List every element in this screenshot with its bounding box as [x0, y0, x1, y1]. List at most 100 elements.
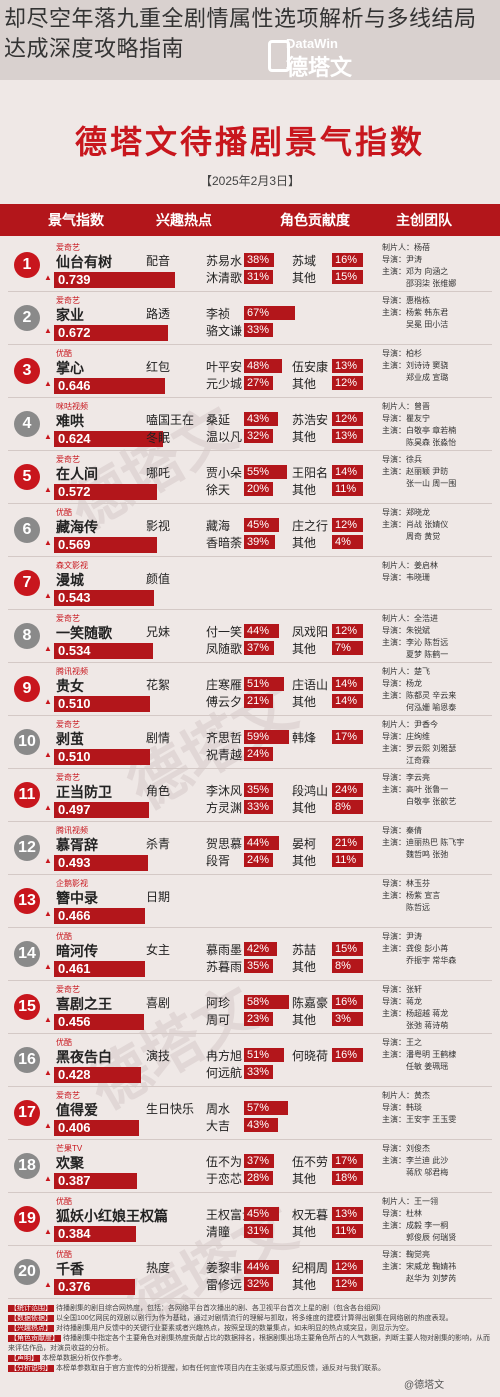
footer-key: 【兴趣热点】 — [8, 1325, 54, 1332]
hot-topic: 影视 — [146, 519, 171, 533]
score-bar — [54, 590, 154, 606]
header-team: 主创团队 — [396, 212, 452, 228]
role-name: 王权富贵 — [206, 1208, 255, 1222]
row-divider — [8, 397, 492, 398]
table-row: 18 ▲ 芒果TV 欢聚 0.387 伍不为 37% 于恋芯 28% 伍不劳 17% 其他 18% 导演：… — [0, 1141, 500, 1193]
role-share: 8% — [332, 959, 363, 973]
role-name: 王阳名 — [292, 466, 329, 480]
weibo-handle: @德塔文 — [404, 1380, 445, 1391]
role-share: 7% — [332, 641, 363, 655]
row-divider — [8, 874, 492, 875]
footer-line: 【兴趣热点】 对待播剧集用户反馈中的关键行业要素或者兴趣热点，按照呈现的数量集点… — [8, 1324, 492, 1334]
rank-badge: 2 — [14, 305, 40, 331]
role-name: 其他 — [292, 271, 317, 285]
role-share: 12% — [332, 376, 363, 390]
table-header: 景气指数 兴趣热点 角色贡献度 主创团队 — [0, 204, 500, 236]
team-line: 主演：宋威龙 鞠婧祎 — [382, 1262, 457, 1271]
team-line: 主演：李兰迪 此沙 — [382, 1156, 449, 1165]
show-name: 藏海传 — [56, 519, 98, 535]
role-share: 16% — [332, 253, 363, 267]
role-share: 43% — [244, 1118, 278, 1132]
role-name: 其他 — [292, 1225, 317, 1239]
team-line: 主演：李沁 陈哲远 — [382, 638, 449, 647]
table-row: 16 ▲ 优酷 黑夜告白 0.428 演技 冉方旭 51% 何远航 33% 何晓荷 16% 导演：王之主… — [0, 1035, 500, 1087]
rank-badge: 9 — [14, 676, 40, 702]
trend-icon: ▲ — [44, 591, 52, 600]
role-share: 20% — [244, 482, 273, 496]
score-value: 0.646 — [58, 378, 91, 393]
role-name: 付一笑 — [206, 625, 243, 639]
score-bar — [54, 643, 153, 659]
platform-label: 优酷 — [56, 1250, 72, 1259]
score-bar — [54, 431, 163, 447]
team-line: 邵羽柒 张维娜 — [382, 279, 457, 288]
rank-badge: 16 — [14, 1047, 40, 1073]
row-divider — [8, 609, 492, 610]
team-line: 张弛 蒋诗萌 — [382, 1021, 449, 1030]
role-name: 清瞳 — [206, 1225, 231, 1239]
role-name: 阿珍 — [206, 996, 231, 1010]
show-name: 狐妖小红娘王权篇 — [56, 1208, 168, 1224]
show-name: 千香 — [56, 1261, 84, 1277]
page-title-box: 德塔文待播剧景气指数 — [20, 112, 480, 172]
team-line: 制片人：姜启林 — [382, 561, 438, 570]
hot-topic: 冬眠 — [146, 431, 171, 445]
team-line: 导演：张轩 — [382, 985, 422, 994]
team-line: 郑业成 宣璐 — [382, 373, 449, 382]
hot-topic: 嗑国王在 — [146, 413, 195, 427]
trend-icon: ▲ — [44, 485, 52, 494]
team-line: 赵华为 刘梦芮 — [382, 1274, 457, 1283]
role-name: 其他 — [292, 695, 317, 709]
hot-topic: 哪吒 — [146, 466, 171, 480]
role-name: 姜黎非 — [206, 1261, 243, 1275]
show-name: 掌心 — [56, 360, 84, 376]
score-bar — [54, 1067, 141, 1083]
team-line: 周奇 黄觉 — [382, 532, 441, 541]
table-row: 11 ▲ 爱奇艺 正当防卫 0.497 角色 李沐风 35% 方灵渊 33% 段鸿山 24% 其他 8% 导… — [0, 770, 500, 822]
platform-label: 咪咕视频 — [56, 402, 88, 411]
score-value: 0.387 — [58, 1173, 91, 1188]
team-line: 导演：庄绚维 — [382, 732, 430, 741]
team-line: 导演：韦晓珊 — [382, 573, 430, 582]
role-share: 11% — [332, 853, 363, 867]
footer-line: 【统计范围】 待播剧集的剧目综合网热度，包括：各网络平台首次播出的剧、各卫视平台… — [8, 1304, 492, 1314]
role-share: 14% — [332, 465, 363, 479]
role-share: 15% — [332, 942, 363, 956]
role-share: 8% — [332, 800, 363, 814]
role-name: 其他 — [292, 483, 317, 497]
hot-topic: 生日快乐 — [146, 1102, 195, 1116]
score-value: 0.624 — [58, 431, 91, 446]
row-divider — [8, 291, 492, 292]
role-name: 齐思哲 — [206, 731, 243, 745]
row-divider — [8, 715, 492, 716]
hot-topic: 配音 — [146, 254, 171, 268]
row-divider — [8, 821, 492, 822]
footer-key: 【声明】 — [8, 1355, 40, 1362]
trend-icon: ▲ — [44, 962, 52, 971]
role-share: 44% — [244, 1260, 279, 1274]
team-line: 导演：林玉芬 — [382, 879, 430, 888]
rank-badge: 8 — [14, 623, 40, 649]
score-bar — [54, 855, 148, 871]
rank-badge: 10 — [14, 729, 40, 755]
role-share: 13% — [332, 359, 363, 373]
team-line: 导演：杨龙 — [382, 679, 422, 688]
role-name: 雷修远 — [206, 1278, 243, 1292]
rank-badge: 19 — [14, 1206, 40, 1232]
report-date: 【2025年2月3日】 — [199, 174, 301, 188]
page-title: 德塔文待播剧景气指数 — [74, 124, 425, 160]
role-share: 4% — [332, 535, 363, 549]
footer-key: 【角色贡献度】 — [8, 1335, 61, 1342]
role-name: 李沐风 — [206, 784, 243, 798]
team-line: 导演：尹涛 — [382, 255, 422, 264]
show-name: 值得爱 — [56, 1102, 98, 1118]
rank-badge: 14 — [14, 941, 40, 967]
footer-line: 【数据依据】 以全国100亿网民的观剧以剧行为作为基础，通过对剧情流行的理解与抓… — [8, 1314, 492, 1324]
role-share: 43% — [244, 412, 278, 426]
role-share: 33% — [244, 323, 273, 337]
role-share: 13% — [332, 429, 363, 443]
show-name: 仙台有树 — [56, 254, 112, 270]
rank-badge: 1 — [14, 252, 40, 278]
role-share: 44% — [244, 624, 279, 638]
role-name: 骆文谦 — [206, 324, 243, 338]
